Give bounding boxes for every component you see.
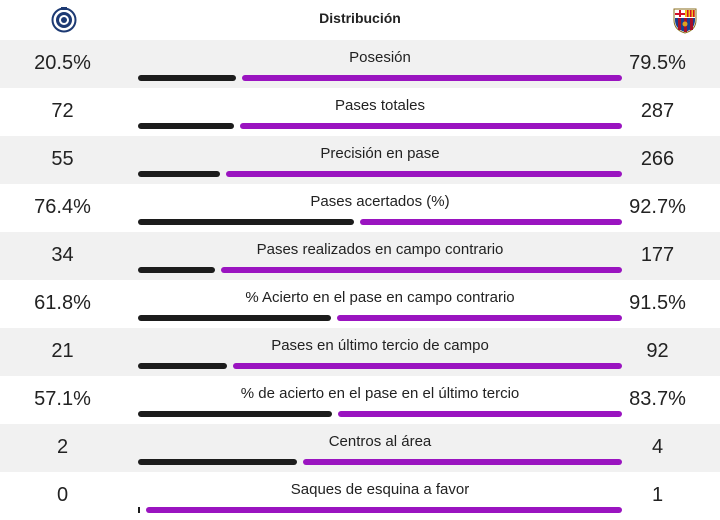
away-share-bar — [146, 507, 622, 513]
away-stat-value: 1 — [651, 484, 664, 506]
stat-row: 61.8% % Acierto en el pase en campo contr… — [0, 280, 720, 328]
away-share-bar — [226, 171, 622, 177]
home-share-bar — [138, 75, 236, 81]
stat-row: 76.4% Pases acertados (%) 92.7% — [0, 184, 720, 232]
home-share-bar — [138, 267, 215, 273]
comparison-bar — [138, 219, 622, 225]
comparison-bar — [138, 363, 622, 369]
stat-row: 0 Saques de esquina a favor 1 — [0, 472, 720, 520]
away-stat-value: 4 — [651, 436, 664, 458]
stat-label: Pases realizados en campo contrario — [256, 241, 504, 258]
club-brugge-crest-icon — [51, 7, 77, 33]
away-stat-value: 177 — [640, 244, 675, 266]
stat-row: 55 Precisión en pase 266 — [0, 136, 720, 184]
stat-label: Precisión en pase — [320, 145, 440, 162]
away-share-bar — [360, 219, 622, 225]
comparison-bar — [138, 411, 622, 417]
home-stat-value: 34 — [51, 244, 74, 266]
home-share-bar — [138, 459, 297, 465]
away-stat-value: 91.5% — [629, 292, 686, 314]
away-share-bar — [233, 363, 622, 369]
comparison-bar — [138, 507, 622, 513]
stat-label: Pases acertados (%) — [310, 193, 450, 210]
home-share-bar — [138, 363, 227, 369]
comparison-bar — [138, 171, 622, 177]
stat-row: 72 Pases totales 287 — [0, 88, 720, 136]
comparison-bar — [138, 75, 622, 81]
away-stat-value: 92.7% — [629, 196, 686, 218]
fc-barcelona-crest-icon — [673, 8, 697, 34]
page-title: Distribución — [319, 10, 401, 26]
stat-row: 20.5% Posesión 79.5% — [0, 40, 720, 88]
home-stat-value: 76.4% — [34, 196, 91, 218]
home-stat-value: 20.5% — [34, 52, 91, 74]
away-share-bar — [303, 459, 622, 465]
home-stat-value: 2 — [56, 436, 69, 458]
home-stat-value: 0 — [56, 484, 69, 506]
stat-row: 34 Pases realizados en campo contrario 177 — [0, 232, 720, 280]
stat-label: Pases en último tercio de campo — [271, 337, 489, 354]
home-share-bar — [138, 123, 234, 129]
home-share-bar — [138, 411, 332, 417]
stat-row: 21 Pases en último tercio de campo 92 — [0, 328, 720, 376]
home-share-bar — [138, 507, 140, 513]
stat-label: Centros al área — [328, 433, 432, 450]
away-share-bar — [338, 411, 622, 417]
away-stat-value: 266 — [640, 148, 675, 170]
away-stat-value: 92 — [646, 340, 669, 362]
away-share-bar — [240, 123, 622, 129]
stat-label: Saques de esquina a favor — [290, 481, 470, 498]
stat-row: 57.1% % de acierto en el pase en el últim… — [0, 376, 720, 424]
home-stat-value: 57.1% — [34, 388, 91, 410]
home-share-bar — [138, 171, 220, 177]
stats-list: 20.5% Posesión 79.5% 72 Pases totales 287 55 Pr… — [0, 40, 720, 520]
stat-row: 2 Centros al área 4 — [0, 424, 720, 472]
away-share-bar — [337, 315, 622, 321]
away-stat-value: 79.5% — [629, 52, 686, 74]
home-share-bar — [138, 219, 354, 225]
away-share-bar — [221, 267, 622, 273]
stat-label: % de acierto en el pase en el último ter… — [240, 385, 520, 402]
comparison-bar — [138, 123, 622, 129]
comparison-bar — [138, 459, 622, 465]
home-share-bar — [138, 315, 331, 321]
home-stat-value: 72 — [51, 100, 74, 122]
home-stat-value: 55 — [51, 148, 74, 170]
stat-label: Pases totales — [334, 97, 426, 114]
comparison-bar — [138, 267, 622, 273]
away-share-bar — [242, 75, 622, 81]
stat-label: % Acierto en el pase en campo contrario — [245, 289, 515, 306]
stats-header: Distribución — [0, 0, 720, 40]
stat-label: Posesión — [349, 49, 411, 66]
home-stat-value: 61.8% — [34, 292, 91, 314]
comparison-bar — [138, 315, 622, 321]
away-stat-value: 287 — [640, 100, 675, 122]
away-stat-value: 83.7% — [629, 388, 686, 410]
home-stat-value: 21 — [51, 340, 74, 362]
